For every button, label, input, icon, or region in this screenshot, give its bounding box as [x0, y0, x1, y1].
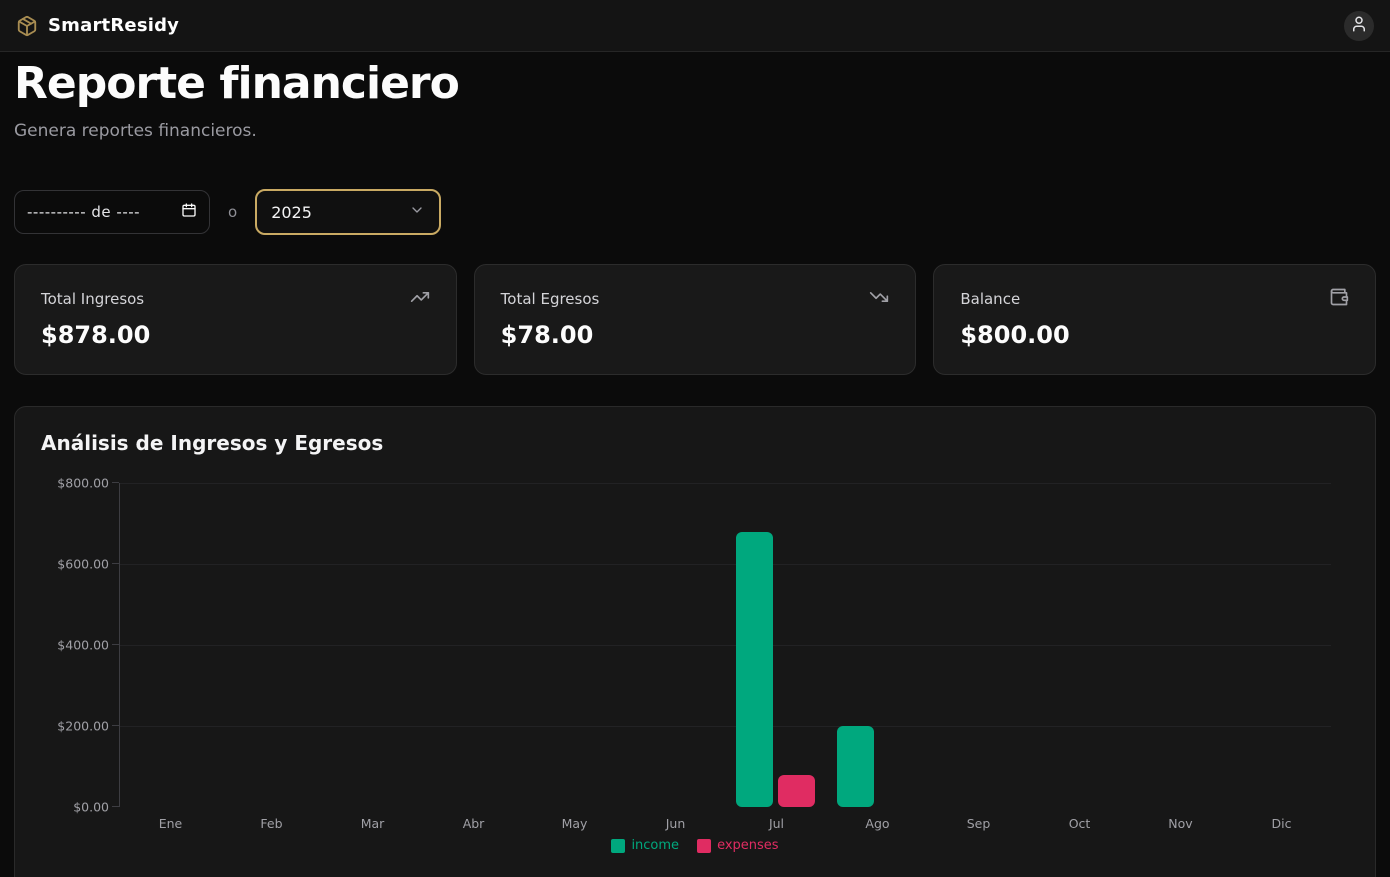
stat-card-total-ingresos: Total Ingresos $878.00 — [14, 264, 457, 375]
y-tick-label: $400.00 — [57, 637, 109, 653]
y-tick-mark — [112, 644, 119, 645]
x-label-nov: Nov — [1168, 816, 1193, 831]
x-label-jun: Jun — [665, 816, 686, 831]
stat-value: $78.00 — [500, 321, 594, 349]
x-label-dic: Dic — [1271, 816, 1292, 831]
x-label-jul: Jul — [768, 816, 785, 831]
year-select-value: 2025 — [271, 202, 312, 222]
y-tick-label: $200.00 — [57, 718, 109, 734]
main-content: Reporte financiero Genera reportes finan… — [0, 58, 1390, 877]
gridline — [120, 483, 1331, 484]
gridline — [120, 645, 1331, 646]
brand-link[interactable]: SmartResidy — [16, 15, 179, 37]
bar-chart: $0.00 $200.00 $400.00 $600.00 $800.00 — [41, 476, 1349, 815]
bar-group-jul — [726, 483, 827, 807]
bar-group-sep — [927, 483, 1028, 807]
bar-group-nov — [1129, 483, 1230, 807]
chart-title: Análisis de Ingresos y Egresos — [41, 431, 384, 455]
user-menu-button[interactable] — [1344, 10, 1374, 41]
bar-group-dic — [1230, 483, 1331, 807]
gridline — [120, 726, 1331, 727]
user-icon — [1350, 15, 1368, 36]
y-tick-label: $0.00 — [73, 799, 109, 815]
report-filters: ---------- de ---- o 2025 — [14, 189, 1376, 235]
y-tick-label: $600.00 — [57, 556, 109, 572]
date-input-value: ---------- de ---- — [27, 203, 141, 221]
x-axis: Ene Feb Mar Abr May Jun Jul Ago Sep Oct Nov Dic — [120, 816, 1332, 831]
stat-value: $878.00 — [41, 321, 151, 349]
chart-legend: income expenses — [41, 838, 1349, 853]
y-axis: $0.00 $200.00 $400.00 $600.00 $800.00 — [41, 476, 119, 815]
stat-label: Total Ingresos — [41, 290, 145, 308]
bar-group-ago — [826, 483, 927, 807]
x-label-sep: Sep — [966, 816, 991, 831]
chevron-down-icon — [409, 202, 425, 222]
y-tick-mark — [112, 482, 119, 483]
bar-group-ene — [120, 483, 221, 807]
bar-group-may — [524, 483, 625, 807]
bar-groups — [120, 483, 1331, 807]
date-input[interactable]: ---------- de ---- — [14, 190, 210, 234]
bar-group-oct — [1028, 483, 1129, 807]
bar-group-feb — [221, 483, 322, 807]
x-label-feb: Feb — [260, 816, 283, 831]
bar-group-jun — [625, 483, 726, 807]
stat-card-balance: Balance $800.00 — [933, 264, 1377, 375]
x-label-oct: Oct — [1068, 816, 1091, 831]
stat-card-total-egresos: Total Egresos $78.00 — [473, 264, 917, 375]
navbar: SmartResidy — [0, 0, 1390, 52]
wallet-icon — [1329, 287, 1349, 311]
stats-row: Total Ingresos $878.00 Total Egresos $78… — [14, 264, 1377, 375]
year-select[interactable]: 2025 — [255, 189, 442, 235]
y-tick-mark — [112, 563, 119, 564]
legend-item-income: income — [611, 838, 679, 853]
stat-label: Balance — [960, 290, 1021, 308]
trending-down-icon — [869, 287, 889, 311]
x-label-abr: Abr — [462, 816, 485, 831]
legend-item-expenses: expenses — [697, 838, 779, 853]
page-subtitle: Genera reportes financieros. — [14, 121, 257, 141]
gridline — [120, 564, 1331, 565]
brand-name: SmartResidy — [48, 15, 180, 36]
package-icon — [16, 15, 38, 37]
stat-label: Total Egresos — [500, 290, 600, 308]
y-tick-label: $800.00 — [57, 475, 109, 491]
bar-income-jul — [736, 532, 774, 807]
stat-value: $800.00 — [960, 321, 1070, 349]
chart-card: Análisis de Ingresos y Egresos $0.00 $200… — [14, 406, 1376, 877]
trending-up-icon — [410, 287, 430, 311]
bar-plot — [119, 483, 1331, 807]
filter-separator: o — [228, 203, 238, 221]
x-label-ene: Ene — [158, 816, 183, 831]
legend-label: expenses — [717, 838, 779, 853]
page-title: Reporte financiero — [14, 58, 460, 109]
legend-swatch-expenses — [697, 838, 712, 853]
bar-group-mar — [322, 483, 423, 807]
x-label-may: May — [561, 816, 588, 831]
y-tick-mark — [112, 806, 119, 807]
legend-label: income — [631, 838, 680, 853]
x-label-mar: Mar — [360, 816, 385, 831]
calendar-icon[interactable] — [181, 202, 197, 222]
bar-group-abr — [423, 483, 524, 807]
x-label-ago: Ago — [865, 816, 890, 831]
legend-swatch-income — [611, 838, 626, 853]
bar-expenses-jul — [778, 775, 816, 807]
bar-income-ago — [837, 726, 875, 807]
y-tick-mark — [112, 725, 119, 726]
